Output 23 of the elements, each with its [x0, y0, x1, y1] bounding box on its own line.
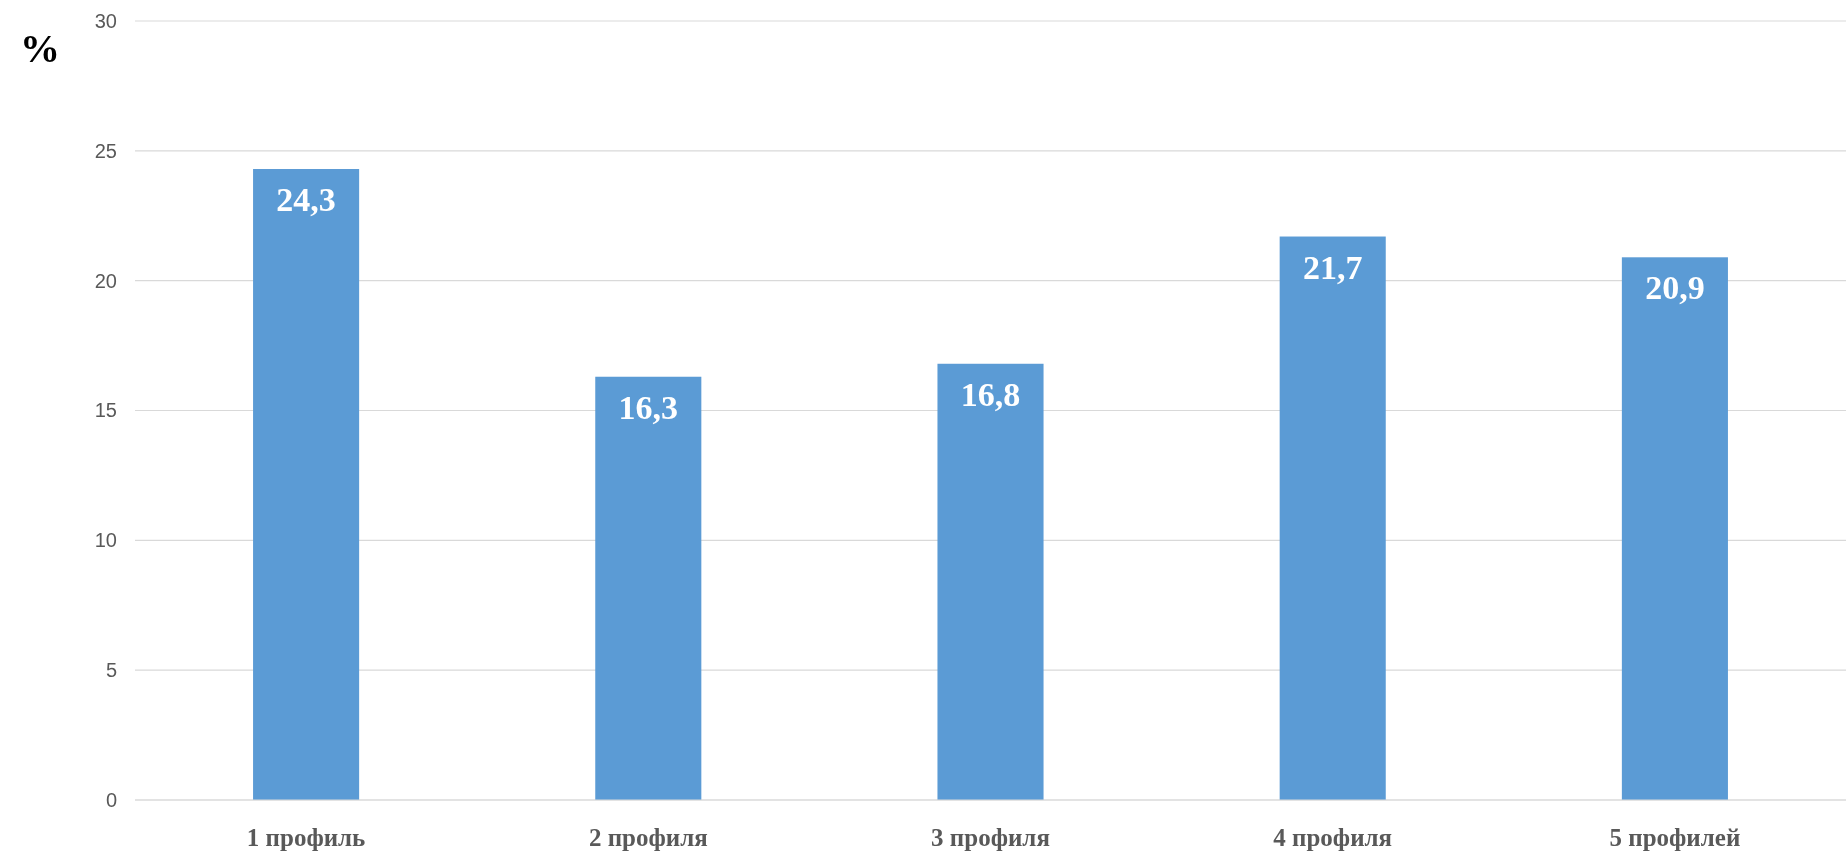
data-label: 24,3 — [276, 181, 336, 219]
x-tick-label: 5 профилей — [1609, 824, 1741, 851]
data-label: 20,9 — [1645, 269, 1705, 307]
y-axis-title: % — [20, 26, 60, 71]
y-tick-label: 20 — [94, 269, 117, 292]
bar — [1279, 236, 1386, 800]
bar — [937, 363, 1044, 800]
y-tick-label: 5 — [105, 659, 117, 682]
y-tick-label: 10 — [94, 529, 117, 552]
y-tick-label: 30 — [94, 9, 117, 32]
bar — [1621, 257, 1728, 800]
x-tick-label: 3 профиля — [931, 824, 1050, 851]
y-tick-label: 25 — [94, 139, 117, 162]
data-label: 16,3 — [618, 388, 679, 426]
x-tick-label: 4 профиля — [1273, 824, 1393, 851]
data-label: 16,8 — [960, 375, 1021, 413]
x-tick-label: 2 профиля — [588, 824, 708, 851]
y-tick-label: 15 — [94, 399, 117, 422]
bar — [595, 376, 702, 800]
bar — [253, 169, 360, 800]
y-tick-label: 0 — [105, 788, 117, 811]
data-label: 21,7 — [1302, 248, 1363, 286]
x-tick-label: 1 профиль — [246, 824, 366, 851]
